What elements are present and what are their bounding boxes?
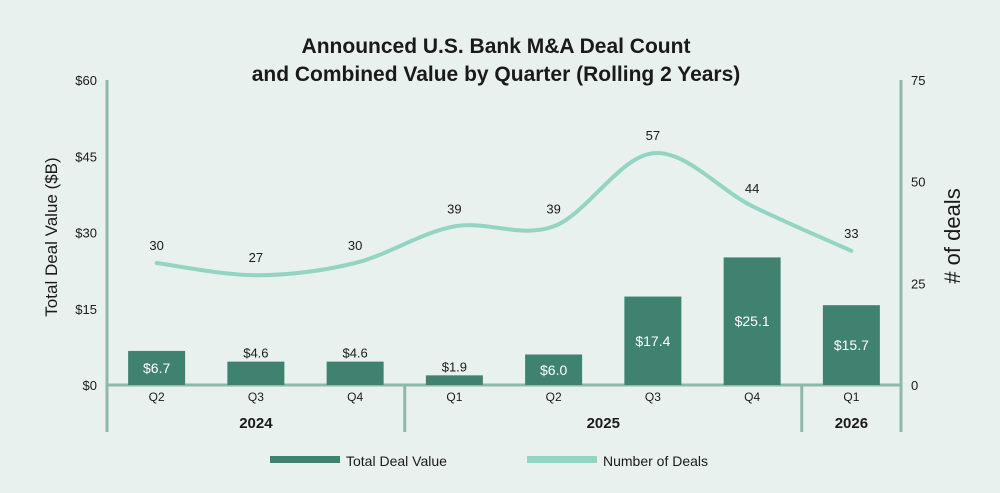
bar-total-deal-value	[128, 350, 186, 385]
line-data-label: 39	[447, 201, 461, 216]
line-data-label: 57	[646, 128, 660, 143]
x-tick-label-quarter: Q2	[546, 390, 562, 404]
bar-total-deal-value	[425, 375, 483, 385]
x-tick-label-quarter: Q4	[744, 390, 760, 404]
y-right-tick-label: 50	[911, 175, 925, 190]
y-left-tick-label: $0	[83, 378, 97, 393]
line-data-label: 30	[348, 238, 362, 253]
legend-swatch-number-of-deals	[527, 456, 597, 463]
bar-data-label: $6.0	[540, 362, 567, 378]
bar-data-label: $6.7	[143, 360, 170, 376]
y-axis-right-label: # of deals	[940, 188, 965, 283]
y-left-tick-label: $45	[75, 149, 97, 164]
x-tick-label-quarter: Q1	[446, 390, 462, 404]
y-right-tick-label: 75	[911, 73, 925, 88]
x-tick-label-quarter: Q3	[248, 390, 264, 404]
bar-data-label: $25.1	[735, 313, 770, 329]
x-tick-label-quarter: Q1	[843, 390, 859, 404]
chart-title-line-1: Announced U.S. Bank M&A Deal Count	[302, 35, 691, 58]
legend-label-number-of-deals: Number of Deals	[603, 453, 708, 469]
bar-total-deal-value	[525, 354, 583, 385]
legend-label-total-deal-value: Total Deal Value	[346, 453, 447, 469]
y-right-tick-label: 25	[911, 276, 925, 291]
x-tick-label-quarter: Q2	[149, 390, 165, 404]
bar-data-label: $15.7	[834, 337, 869, 353]
x-group-label-year: 2025	[587, 415, 620, 432]
bar-total-deal-value	[326, 361, 384, 385]
bar-total-deal-value	[822, 305, 880, 385]
legend-swatch-total-deal-value	[270, 456, 340, 463]
bar-total-deal-value	[227, 361, 285, 385]
x-group-label-year: 2024	[239, 415, 273, 432]
y-axis-left-label: Total Deal Value ($B)	[42, 157, 61, 316]
bar-data-label: $4.6	[342, 346, 367, 361]
line-data-label: 30	[149, 238, 163, 253]
bar-data-label: $4.6	[243, 346, 268, 361]
y-left-tick-label: $60	[75, 73, 97, 88]
y-left-tick-label: $15	[75, 302, 97, 317]
bar-total-deal-value	[723, 257, 781, 385]
line-data-label: 44	[745, 181, 759, 196]
legend: Total Deal Value Number of Deals	[270, 453, 708, 469]
x-tick-label-quarter: Q3	[645, 390, 661, 404]
bar-total-deal-value	[624, 296, 682, 385]
y-left-tick-label: $30	[75, 226, 97, 241]
line-data-label: 33	[844, 226, 858, 241]
number-of-deals-line	[154, 151, 854, 278]
x-group-label-year: 2026	[835, 415, 868, 432]
line-data-label: 27	[249, 250, 263, 265]
line-data-label: 39	[546, 201, 560, 216]
y-right-tick-label: 0	[911, 378, 918, 393]
bar-data-label: $17.4	[635, 333, 670, 349]
bar-data-label: $1.9	[442, 359, 467, 374]
x-tick-label-quarter: Q4	[347, 390, 363, 404]
chart-title-line-2: and Combined Value by Quarter (Rolling 2…	[252, 63, 741, 86]
